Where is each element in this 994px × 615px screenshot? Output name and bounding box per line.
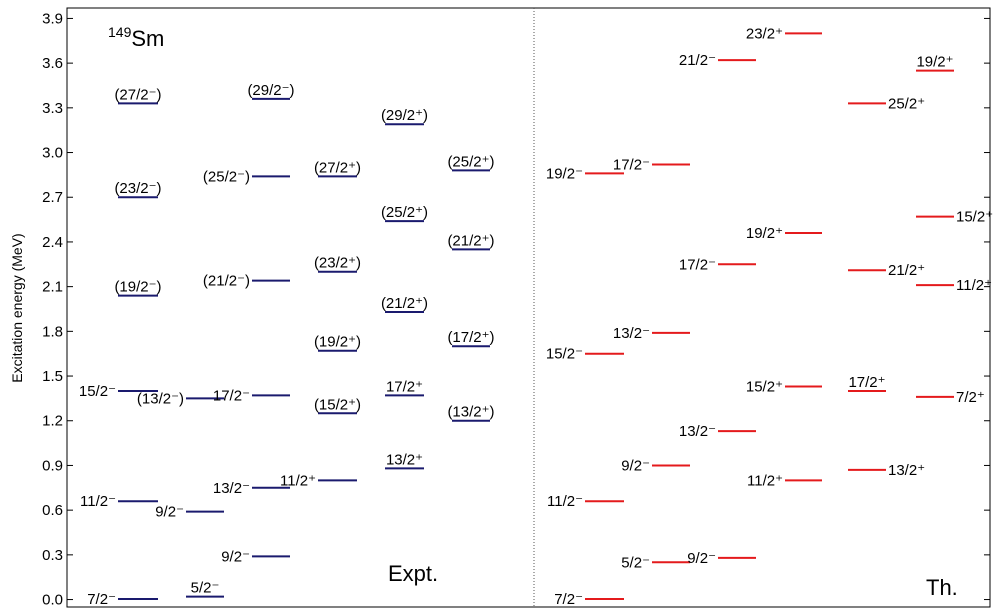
theory-level-label: 9/2⁻ — [621, 457, 650, 474]
plot-frame — [66, 7, 991, 608]
y-tick-label: 3.3 — [42, 100, 63, 117]
y-tick-label: 3.9 — [42, 10, 63, 27]
y-tick-label: 1.8 — [42, 323, 63, 340]
y-tick-label: 3.0 — [42, 145, 63, 162]
levels-layer: 7/2⁻11/2⁻15/2⁻(19/2⁻)(23/2⁻)(27/2⁻)5/2⁻9… — [79, 25, 993, 608]
theory-level-label: 7/2⁻ — [554, 591, 583, 608]
theory-level-label: 13/2⁻ — [679, 423, 716, 440]
theory-level-label: 5/2⁻ — [621, 554, 650, 571]
theory-level-label: 13/2⁻ — [613, 325, 650, 342]
y-tick-label: 1.5 — [42, 368, 63, 385]
theory-level-label: 19/2⁻ — [546, 165, 583, 182]
theory-level-label: 21/2⁺ — [888, 262, 925, 279]
expt-level-label: 17/2⁻ — [213, 387, 250, 404]
nucleus-label: 149Sm — [108, 24, 164, 51]
expt-level-label: (25/2⁻) — [203, 168, 250, 185]
expt-level-label: (23/2⁺) — [314, 255, 361, 272]
expt-level-label: 11/2⁻ — [80, 493, 116, 510]
theory-level-label: 19/2⁺ — [746, 225, 783, 242]
expt-level-label: (19/2⁻) — [114, 279, 161, 296]
theory-level-label: 17/2⁺ — [848, 374, 885, 391]
expt-panel-label: Expt. — [388, 561, 438, 586]
theory-level-label: 13/2⁺ — [888, 462, 925, 479]
expt-level-label: 11/2⁺ — [280, 472, 316, 489]
y-tick-label: 0.0 — [42, 592, 63, 609]
expt-level-label: (17/2⁺) — [447, 329, 494, 346]
theory-level-label: 17/2⁻ — [613, 156, 650, 173]
theory-level-label: 11/2⁺ — [956, 277, 992, 294]
y-tick-label: 1.2 — [42, 413, 63, 430]
expt-level-label: 17/2⁺ — [386, 378, 423, 395]
y-tick-label: 3.6 — [42, 55, 63, 72]
expt-level-label: (27/2⁺) — [314, 159, 361, 176]
expt-level-label: (19/2⁺) — [314, 334, 361, 351]
expt-level-label: (15/2⁺) — [314, 396, 361, 413]
y-tick-label: 0.6 — [42, 502, 63, 519]
theory-level-label: 7/2⁺ — [956, 389, 985, 406]
expt-level-label: (29/2⁺) — [381, 107, 428, 124]
y-tick-label: 0.3 — [42, 547, 63, 564]
theory-level-label: 9/2⁻ — [687, 550, 716, 567]
expt-level-label: 13/2⁻ — [213, 480, 250, 497]
y-tick-label: 2.4 — [42, 234, 63, 251]
expt-level-label: (13/2⁻) — [137, 390, 184, 407]
theory-level-label: 11/2⁻ — [547, 493, 583, 510]
expt-level-label: 9/2⁻ — [221, 548, 250, 565]
theory-level-label: 15/2⁺ — [746, 378, 783, 395]
y-axis: 0.0 0.3 0.6 0.9 1.2 1.5 1.8 2.1 2.4 2.7 3.0 3.3 3.6 3… — [42, 10, 990, 609]
theory-level-label: 15/2⁻ — [546, 346, 583, 363]
theory-level-label: 15/2⁺ — [956, 209, 993, 226]
expt-level-label: 13/2⁺ — [386, 451, 423, 468]
theory-level-label: 11/2⁺ — [747, 472, 783, 489]
expt-level-label: (21/2⁻) — [203, 273, 250, 290]
y-tick-label: 2.1 — [42, 279, 63, 296]
expt-level-label: 15/2⁻ — [79, 383, 116, 400]
theory-level-label: 21/2⁻ — [679, 52, 716, 69]
nucleus-symbol: Sm — [131, 26, 164, 51]
expt-level-label: 9/2⁻ — [155, 504, 184, 521]
expt-level-label: (25/2⁺) — [381, 204, 428, 221]
y-tick-label: 2.7 — [42, 189, 63, 206]
expt-level-label: (25/2⁺) — [447, 153, 494, 170]
expt-level-label: (27/2⁻) — [114, 86, 161, 103]
expt-level-label: 7/2⁻ — [87, 591, 116, 608]
nucleus-mass: 149 — [108, 24, 132, 40]
expt-level-label: (13/2⁺) — [447, 404, 494, 421]
expt-level-label: (29/2⁻) — [247, 82, 294, 99]
expt-level-label: (21/2⁺) — [381, 295, 428, 312]
y-tick-label: 0.9 — [42, 457, 63, 474]
expt-level-label: 5/2⁻ — [191, 580, 220, 597]
expt-level-label: (23/2⁻) — [114, 180, 161, 197]
theory-level-label: 23/2⁺ — [746, 25, 783, 42]
theory-panel-label: Th. — [926, 575, 958, 600]
expt-level-label: (21/2⁺) — [447, 232, 494, 249]
y-axis-title: Excitation energy (MeV) — [9, 233, 25, 382]
theory-level-label: 17/2⁻ — [679, 256, 716, 273]
theory-level-label: 19/2⁺ — [916, 54, 953, 71]
theory-level-label: 25/2⁺ — [888, 95, 925, 112]
